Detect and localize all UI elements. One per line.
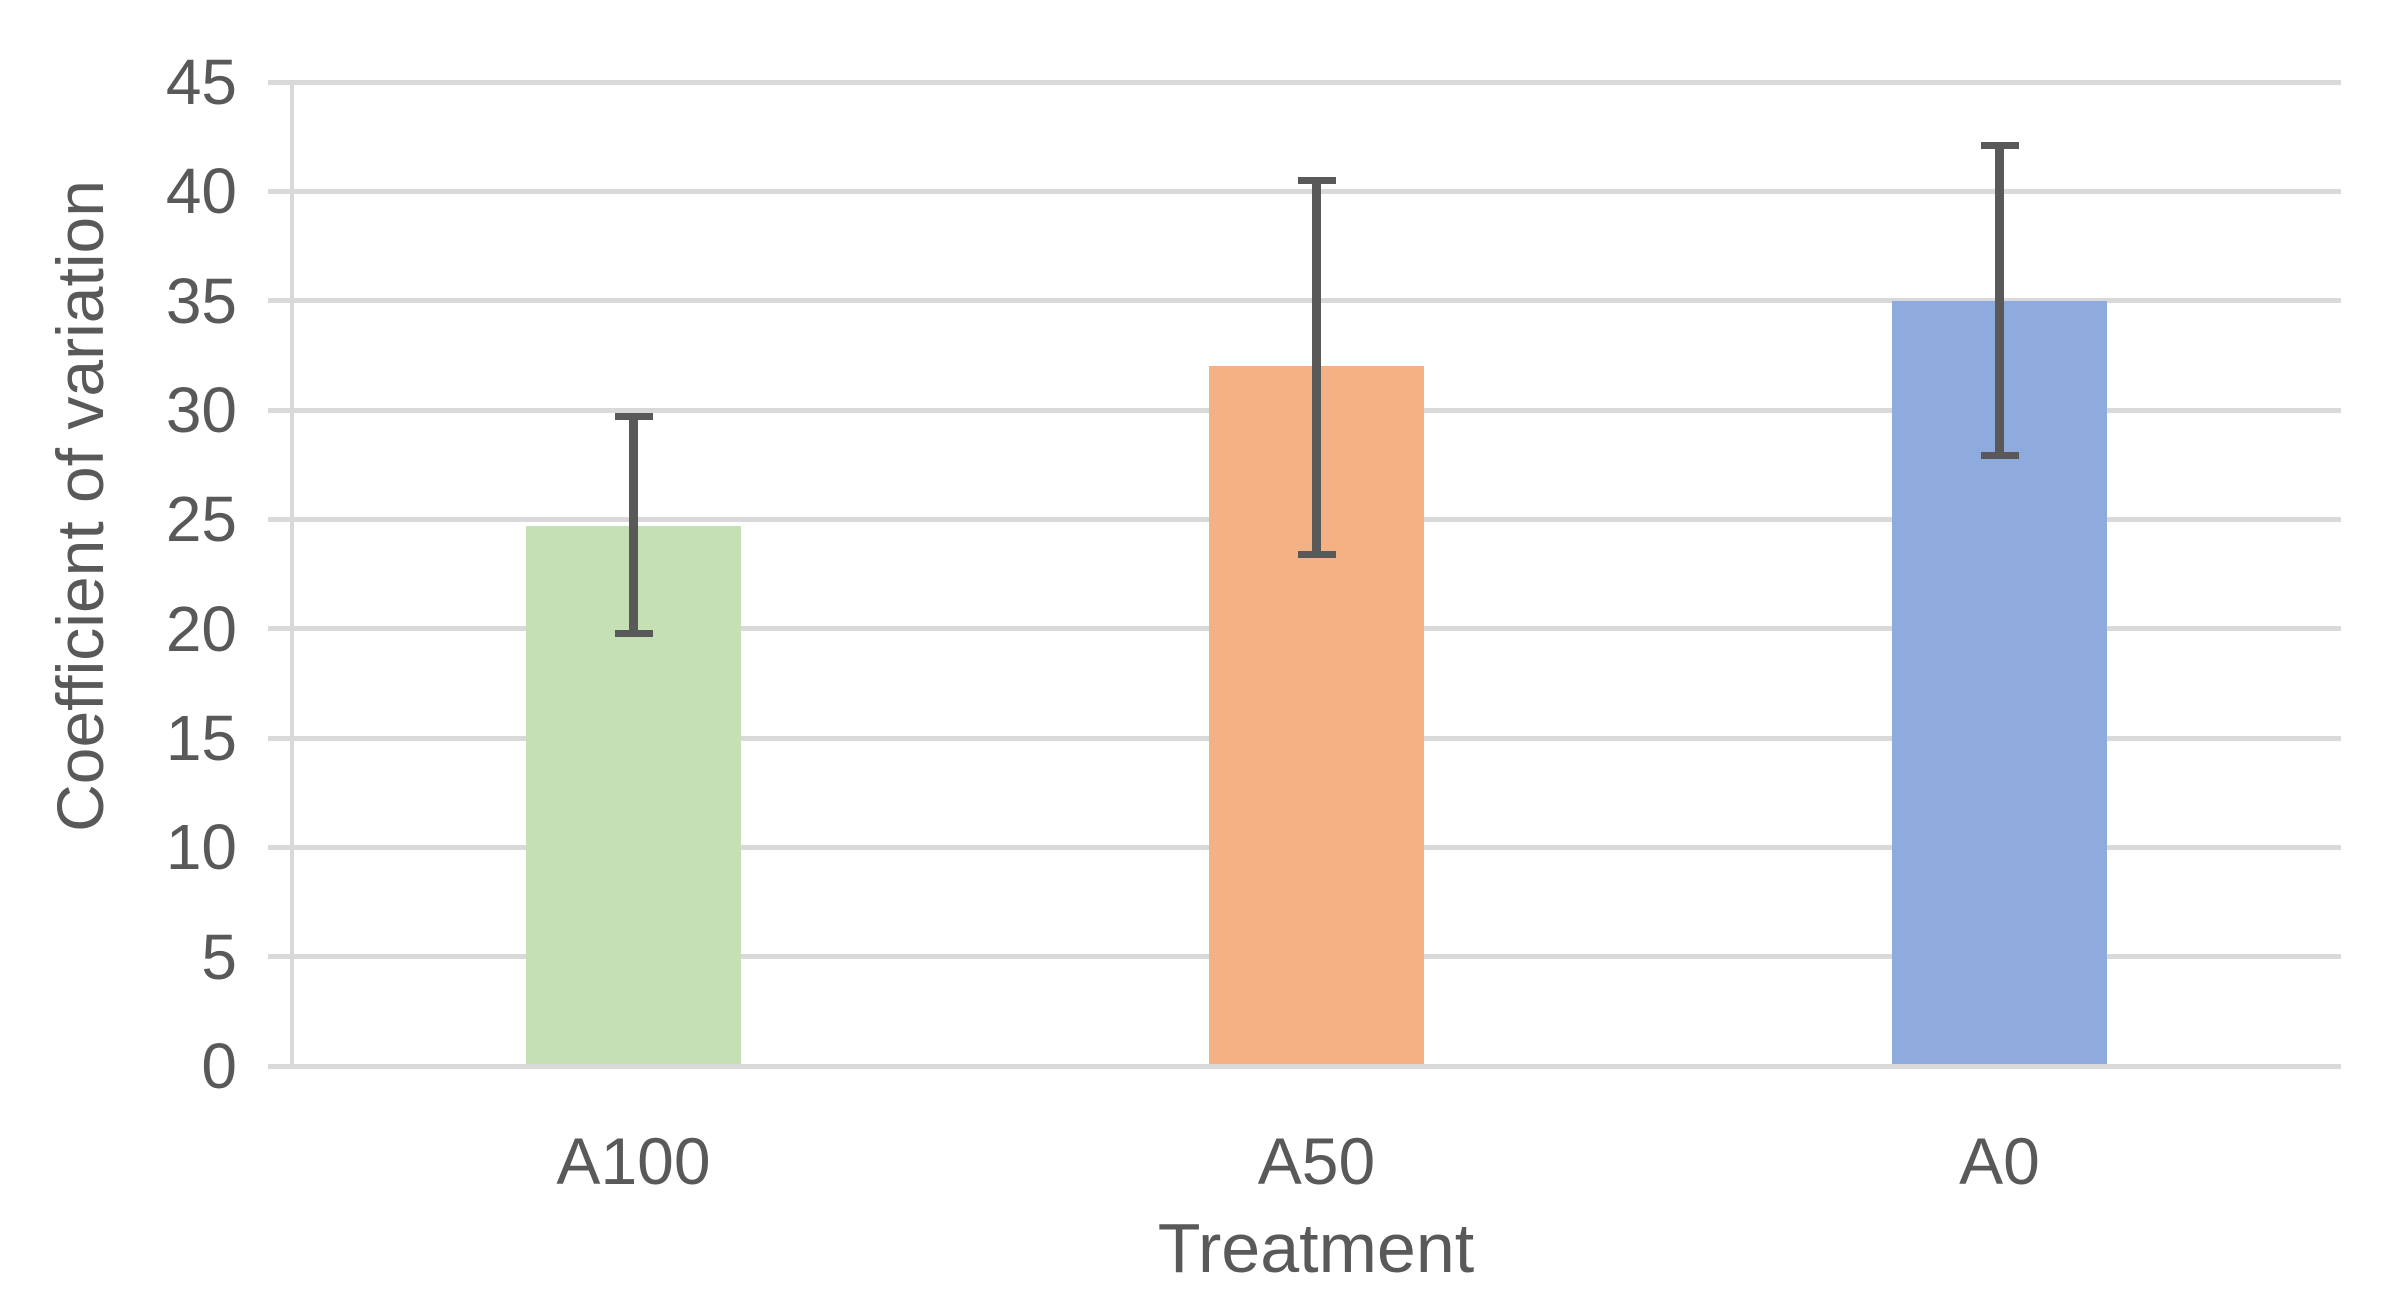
plot-area	[268, 79, 2341, 1069]
y-axis-line	[290, 82, 294, 1068]
y-tick-label: 25	[165, 483, 237, 556]
y-tick-label: 45	[165, 46, 237, 118]
y-tick-label: 35	[165, 264, 237, 337]
error-bar-cap-top	[614, 413, 653, 421]
error-bar-cap-bottom	[1980, 452, 2019, 460]
y-tick-label: 40	[165, 155, 237, 228]
error-bar-cap-bottom	[1297, 550, 1336, 558]
error-bar-line	[1312, 180, 1321, 555]
x-category-label-a100: A100	[556, 1124, 711, 1198]
gridline	[268, 298, 2341, 304]
x-axis-title: Treatment	[1157, 1209, 1475, 1287]
gridline	[268, 79, 2341, 85]
gridline	[268, 188, 2341, 194]
y-tick-label: 20	[165, 592, 237, 665]
error-bar-line	[1995, 145, 2004, 456]
error-bar-line	[629, 416, 638, 634]
x-category-label-a0: A0	[1959, 1124, 2040, 1198]
error-bar-cap-bottom	[614, 629, 653, 637]
error-bar-cap-top	[1980, 141, 2019, 149]
y-tick-label: 30	[165, 374, 237, 446]
y-tick-label: 5	[201, 920, 237, 993]
y-tick-label: 10	[165, 811, 237, 884]
gridline	[268, 1063, 2341, 1069]
error-bar-cap-top	[1297, 176, 1336, 184]
y-tick-label: 15	[165, 702, 237, 774]
y-tick-label: 0	[201, 1030, 237, 1102]
x-category-label-a50: A50	[1257, 1124, 1376, 1198]
